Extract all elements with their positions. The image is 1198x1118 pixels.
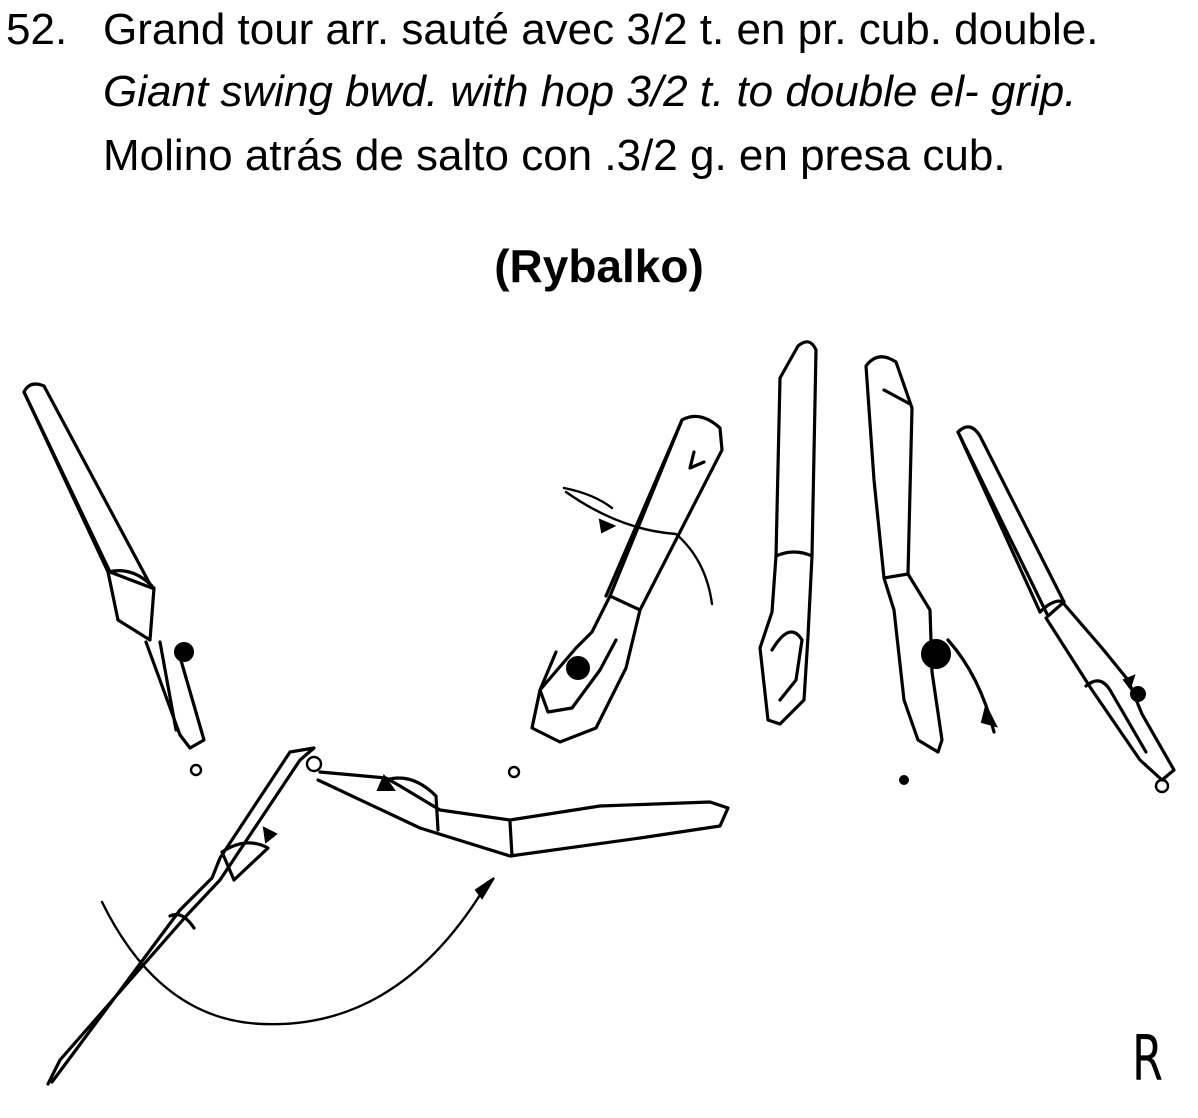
gymnast-stage-swing [46, 746, 730, 1086]
gymnast-stage-hang-right [956, 425, 1176, 794]
element-number: 52. [6, 5, 68, 54]
gymnast-stage-vertical-back [864, 355, 998, 785]
eponym-label: (Rybalko) [494, 240, 704, 292]
gymnast-stage-vertical-front [758, 340, 818, 726]
title-english: Giant swing bwd. with hop 3/2 t. to doub… [103, 67, 1077, 116]
gymnast-stage-hop-turn [507, 414, 724, 779]
title-french: Grand tour arr. sauté avec 3/2 t. en pr.… [103, 5, 1099, 54]
title-spanish: Molino atrás de salto con .3/2 g. en pre… [103, 131, 1006, 180]
corner-letter-mark: R [1132, 1022, 1164, 1095]
gymnast-stage-hang-left [22, 382, 206, 777]
element-header: 52. Grand tour arr. sauté avec 3/2 t. en… [0, 0, 1198, 200]
